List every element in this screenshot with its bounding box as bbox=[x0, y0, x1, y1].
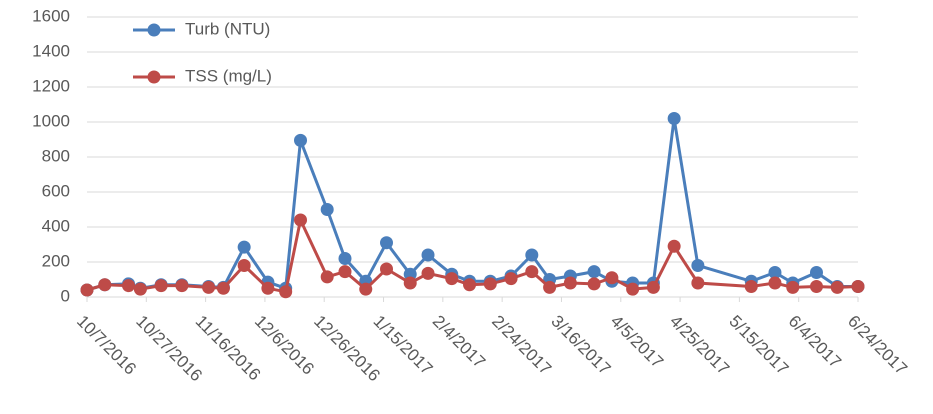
point bbox=[744, 280, 758, 293]
point bbox=[587, 277, 601, 291]
point bbox=[380, 236, 394, 250]
legend-label: Turb (NTU) bbox=[185, 19, 270, 38]
point bbox=[154, 279, 168, 293]
point bbox=[809, 280, 823, 293]
point bbox=[359, 282, 373, 296]
point bbox=[691, 276, 705, 290]
point bbox=[626, 282, 640, 296]
point bbox=[587, 265, 601, 279]
point bbox=[261, 281, 275, 295]
point bbox=[504, 272, 518, 286]
point bbox=[403, 276, 417, 290]
point bbox=[133, 282, 147, 296]
point bbox=[294, 133, 308, 147]
point bbox=[122, 279, 136, 293]
point bbox=[380, 262, 394, 276]
point bbox=[691, 259, 705, 272]
x-tick-label: 2/4/2017 bbox=[429, 312, 489, 372]
x-tick-label: 6/24/2017 bbox=[844, 312, 911, 379]
point bbox=[667, 239, 681, 253]
point bbox=[216, 281, 230, 295]
point bbox=[830, 280, 844, 294]
point bbox=[175, 279, 189, 293]
point bbox=[338, 252, 352, 265]
legend-marker bbox=[147, 70, 161, 84]
x-tick-label: 2/24/2017 bbox=[488, 312, 555, 379]
x-tick-label: 4/5/2017 bbox=[607, 312, 667, 372]
point bbox=[809, 266, 823, 279]
y-tick-label: 600 bbox=[42, 181, 70, 200]
x-tick-label: 3/16/2017 bbox=[547, 312, 614, 379]
point bbox=[851, 280, 865, 293]
point bbox=[667, 112, 681, 125]
y-tick-label: 800 bbox=[42, 146, 70, 165]
point bbox=[786, 280, 800, 294]
point bbox=[320, 203, 334, 216]
y-tick-label: 400 bbox=[42, 216, 70, 235]
point bbox=[237, 259, 251, 272]
x-tick-label: 10/7/2016 bbox=[73, 312, 140, 379]
point bbox=[563, 276, 577, 290]
y-tick-label: 1400 bbox=[32, 41, 70, 60]
point bbox=[605, 271, 619, 285]
y-tick-label: 1600 bbox=[32, 6, 70, 25]
series-line bbox=[86, 118, 858, 292]
point bbox=[525, 265, 539, 279]
point bbox=[646, 280, 660, 294]
point bbox=[279, 285, 293, 299]
point bbox=[294, 213, 308, 227]
x-tick-label: 5/15/2017 bbox=[725, 312, 792, 379]
point bbox=[320, 270, 334, 284]
point bbox=[421, 248, 435, 262]
point bbox=[445, 272, 459, 286]
point bbox=[768, 276, 782, 290]
point bbox=[202, 280, 216, 294]
y-tick-label: 200 bbox=[42, 251, 70, 270]
point bbox=[525, 248, 539, 262]
point bbox=[421, 266, 435, 280]
y-tick-label: 1200 bbox=[32, 76, 70, 95]
x-tick-label: 6/4/2017 bbox=[785, 312, 845, 372]
x-tick-label: 4/25/2017 bbox=[666, 312, 733, 379]
y-tick-label: 1000 bbox=[32, 111, 70, 130]
point bbox=[338, 265, 352, 279]
point bbox=[98, 278, 112, 292]
point bbox=[237, 240, 251, 254]
point bbox=[463, 278, 477, 292]
point bbox=[80, 283, 94, 297]
point bbox=[768, 266, 782, 279]
point bbox=[543, 280, 557, 294]
legend-label: TSS (mg/L) bbox=[185, 66, 272, 85]
point bbox=[483, 277, 497, 291]
legend-marker bbox=[147, 23, 161, 37]
y-tick-label: 0 bbox=[61, 286, 70, 305]
